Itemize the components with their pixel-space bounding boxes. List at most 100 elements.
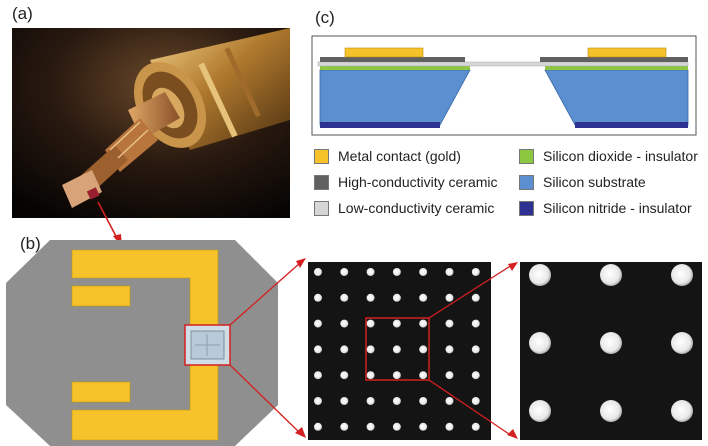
micrograph-dot: [314, 293, 322, 302]
legend-swatch-green: [519, 148, 534, 164]
silicon-nitride-left: [320, 122, 440, 128]
gold-contact-left: [344, 47, 424, 58]
gold-contact-right: [587, 47, 667, 58]
gold-electrode-frame: [71, 249, 219, 441]
micrograph-dot: [392, 345, 401, 354]
micrograph-dot: [445, 422, 454, 431]
micrograph-zoom-dot: [671, 400, 693, 422]
gold-pad-lower: [71, 381, 131, 403]
micrograph-dot: [419, 422, 428, 431]
micrograph-zoom-dot: [529, 264, 551, 286]
micrograph-dot: [471, 345, 480, 354]
micrograph-zoom: [520, 262, 702, 440]
micrograph-zoom-dot: [671, 264, 693, 286]
micrograph-dot: [366, 397, 375, 405]
micrograph-dot: [340, 293, 349, 302]
micrograph-dot: [445, 268, 454, 276]
legend-text: Low-conductivity ceramic: [338, 200, 495, 216]
micrograph-zoom-dot: [600, 332, 622, 354]
legend-text: Silicon dioxide - insulator: [543, 148, 698, 164]
cross-section-diagram: [311, 35, 697, 136]
legend-text: High-conductivity ceramic: [338, 174, 498, 190]
legend-swatch-blue: [519, 174, 534, 190]
micrograph-dot: [419, 268, 428, 276]
legend-item-silicon-nitride: Silicon nitride - insulator: [519, 198, 692, 218]
silicon-dioxide-left: [320, 66, 470, 70]
micrograph-dot: [340, 268, 349, 276]
low-conductivity-membrane: [317, 61, 689, 67]
legend-swatch-gold: [314, 148, 329, 164]
micrograph-dot: [471, 268, 480, 276]
micrograph-dot: [340, 371, 349, 380]
legend-swatch-navy: [519, 200, 534, 216]
micrograph-zoom-dot: [529, 332, 551, 354]
micrograph-dot: [366, 422, 375, 431]
legend-item-silicon-dioxide: Silicon dioxide - insulator: [519, 146, 705, 166]
micrograph-dot: [366, 293, 375, 302]
micrograph-dot: [366, 319, 375, 328]
high-conductivity-ceramic-right: [540, 57, 688, 62]
panel-label-b: (b): [20, 234, 41, 253]
micrograph-dot: [340, 345, 349, 354]
micrograph-dot: [314, 422, 322, 431]
micrograph-dot: [471, 397, 480, 405]
legend-swatch-light-gray: [314, 200, 329, 216]
micrograph-dot: [471, 293, 480, 302]
micrograph-zoom-dot: [671, 332, 693, 354]
legend-item-low-conductivity: Low-conductivity ceramic: [314, 198, 494, 218]
chip-layout: [6, 240, 278, 446]
micrograph-dot: [445, 397, 454, 405]
micrograph-dot: [340, 422, 349, 431]
micrograph-dot: [419, 345, 428, 354]
legend-item-metal-contact: Metal contact (gold): [314, 146, 461, 166]
micrograph-dot: [445, 345, 454, 354]
micrograph-dot: [445, 293, 454, 302]
micrograph-dot: [419, 293, 428, 302]
micrograph-dot: [392, 319, 401, 328]
legend-text: Metal contact (gold): [338, 148, 461, 164]
micrograph-dot: [445, 371, 454, 380]
micrograph-dot: [314, 268, 322, 276]
micrograph-dot: [314, 371, 322, 380]
micrograph-zoom-dot: [600, 264, 622, 286]
micrograph-dot: [314, 345, 322, 354]
micrograph-dot: [419, 397, 428, 405]
micrograph-dot: [366, 345, 375, 354]
silicon-nitride-right: [575, 122, 688, 128]
micrograph-zoom-dot: [529, 400, 551, 422]
micrograph-dot: [471, 422, 480, 431]
legend-text: Silicon substrate: [543, 174, 646, 190]
sensor-chip-photo: [62, 170, 102, 208]
micrograph-zoom-box: [365, 317, 430, 381]
legend-item-silicon-substrate: Silicon substrate: [519, 172, 646, 192]
micrograph-dot: [419, 319, 428, 328]
zoom-lines-1: [229, 258, 306, 438]
micrograph-dot-grid: [314, 268, 480, 431]
micrograph-zoom-dot-grid: [529, 264, 693, 422]
micrograph-zoom-dot: [600, 400, 622, 422]
micrograph-dot: [392, 293, 401, 302]
micrograph-dot: [471, 371, 480, 380]
micrograph-dot: [314, 397, 322, 405]
micrograph-dot: [366, 268, 375, 276]
micrograph-dot: [340, 397, 349, 405]
panel-label-a: (a): [12, 4, 33, 23]
micrograph-dot: [392, 268, 401, 276]
micrograph-dot: [419, 371, 428, 380]
micrograph-dot: [314, 319, 322, 328]
micrograph-dot: [445, 319, 454, 328]
legend-item-high-conductivity: High-conductivity ceramic: [314, 172, 498, 192]
micrograph-dot: [340, 319, 349, 328]
micrograph-dot: [392, 371, 401, 380]
micrograph-array: [308, 262, 491, 440]
high-conductivity-ceramic-left: [320, 57, 465, 62]
legend-swatch-dark-gray: [314, 174, 329, 190]
micrograph-dot: [392, 397, 401, 405]
micrograph-dot: [366, 371, 375, 380]
zoom-lines-2: [428, 262, 518, 439]
silicon-dioxide-right: [545, 66, 688, 70]
probe-photo: [12, 28, 290, 218]
micrograph-dot: [392, 422, 401, 431]
gold-pad-upper: [71, 285, 131, 307]
